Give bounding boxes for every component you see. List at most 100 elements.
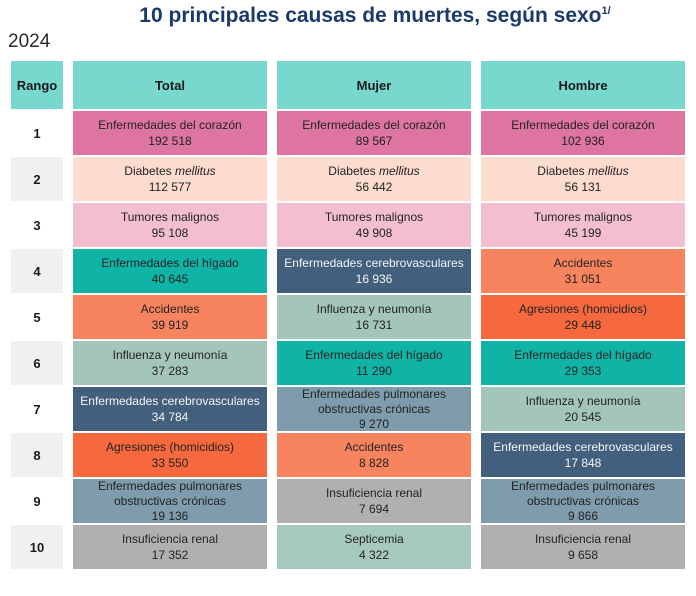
cause-value: 102 936 — [561, 133, 605, 148]
cause-label: Enfermedades del corazón — [98, 118, 242, 133]
cause-label: Agresiones (homicidios) — [518, 302, 648, 317]
cause-value: 89 567 — [355, 133, 393, 148]
cause-value: 7 694 — [358, 501, 390, 516]
rank-cell: 5 — [11, 295, 63, 340]
cause-label: Influenza y neumonía — [525, 394, 641, 409]
cause-value: 192 518 — [148, 133, 192, 148]
cause-label: Enfermedades cerebrovasculares — [80, 394, 260, 409]
cause-label: Influenza y neumonía — [112, 348, 228, 363]
cause-cell-total: Accidentes 39 919 — [73, 295, 267, 340]
col-header-hombre: Hombre — [481, 61, 685, 110]
cause-label: Accidentes — [553, 256, 613, 271]
cause-value: 34 784 — [151, 409, 189, 424]
cause-cell-hombre: Enfermedades pulmonares obstructivas cró… — [481, 479, 685, 524]
cause-cell-hombre: Diabetes mellitus 56 131 — [481, 157, 685, 202]
cause-value: 56 131 — [564, 179, 602, 194]
rank-cell: 10 — [11, 525, 63, 570]
page-title: 10 principales causas de muertes, según … — [64, 4, 686, 28]
rank-cell: 2 — [11, 157, 63, 202]
cause-label: Tumores malignos — [120, 210, 220, 225]
cause-cell-mujer: Enfermedades del hígado 11 290 — [277, 341, 471, 386]
cause-cell-mujer: Influenza y neumonía 16 731 — [277, 295, 471, 340]
cause-label: Enfermedades cerebrovasculares — [493, 440, 673, 455]
cause-label: Tumores malignos — [324, 210, 424, 225]
cause-value: 16 936 — [355, 271, 393, 286]
cause-label: Influenza y neumonía — [316, 302, 432, 317]
rank-cell: 1 — [11, 111, 63, 156]
cause-value: 37 283 — [151, 363, 189, 378]
rank-cell: 3 — [11, 203, 63, 248]
cause-label: Agresiones (homicidios) — [105, 440, 235, 455]
cause-cell-hombre: Enfermedades del corazón 102 936 — [481, 111, 685, 156]
col-header-rango: Rango — [11, 61, 63, 110]
cause-cell-hombre: Accidentes 31 051 — [481, 249, 685, 294]
cause-label: Diabetes mellitus — [124, 164, 216, 179]
cause-cell-mujer: Diabetes mellitus 56 442 — [277, 157, 471, 202]
cause-cell-mujer: Enfermedades cerebrovasculares 16 936 — [277, 249, 471, 294]
cause-cell-mujer: Enfermedades del corazón 89 567 — [277, 111, 471, 156]
cause-cell-mujer: Insuficiencia renal 7 694 — [277, 479, 471, 524]
cause-value: 33 550 — [151, 455, 189, 470]
cause-value: 11 290 — [356, 363, 392, 378]
cause-label: Enfermedades pulmonares obstructivas cró… — [510, 479, 656, 508]
cause-value: 4 322 — [358, 547, 390, 562]
page-title-text: 10 principales causas de muertes, según … — [139, 4, 602, 27]
year-label: 2024 — [8, 31, 51, 53]
rank-cell: 7 — [11, 387, 63, 432]
cause-cell-total: Influenza y neumonía 37 283 — [73, 341, 267, 386]
cause-value: 45 199 — [564, 225, 602, 240]
cause-cell-total: Enfermedades cerebrovasculares 34 784 — [73, 387, 267, 432]
cause-label: Insuficiencia renal — [325, 486, 423, 501]
cause-cell-hombre: Enfermedades del hígado 29 353 — [481, 341, 685, 386]
cause-cell-hombre: Insuficiencia renal 9 658 — [481, 525, 685, 570]
cause-value: 16 731 — [355, 317, 393, 332]
cause-value: 95 108 — [151, 225, 189, 240]
cause-value: 9 658 — [567, 547, 599, 562]
cause-cell-total: Agresiones (homicidios) 33 550 — [73, 433, 267, 478]
cause-label: Enfermedades del hígado — [101, 256, 239, 271]
cause-label: Enfermedades cerebrovasculares — [284, 256, 464, 271]
cause-label: Enfermedades del corazón — [511, 118, 655, 133]
cause-value: 29 448 — [564, 317, 602, 332]
cause-label: Insuficiencia renal — [121, 532, 219, 547]
cause-value: 56 442 — [355, 179, 393, 194]
cause-cell-total: Tumores malignos 95 108 — [73, 203, 267, 248]
cause-cell-hombre: Tumores malignos 45 199 — [481, 203, 685, 248]
cause-value: 112 577 — [148, 179, 192, 194]
col-header-mujer: Mujer — [277, 61, 471, 110]
cause-value: 49 908 — [355, 225, 393, 240]
rank-cell: 9 — [11, 479, 63, 524]
cause-label: Tumores malignos — [533, 210, 633, 225]
cause-value: 29 353 — [564, 363, 602, 378]
cause-label: Accidentes — [344, 440, 404, 455]
rank-cell: 8 — [11, 433, 63, 478]
col-header-total: Total — [73, 61, 267, 110]
rank-cell: 6 — [11, 341, 63, 386]
cause-label: Septicemia — [344, 532, 404, 547]
cause-value: 8 828 — [358, 455, 390, 470]
cause-value: 17 352 — [151, 547, 189, 562]
cause-cell-total: Enfermedades pulmonares obstructivas cró… — [73, 479, 267, 524]
cause-label: Enfermedades pulmonares obstructivas cró… — [301, 387, 447, 416]
cause-cell-hombre: Agresiones (homicidios) 29 448 — [481, 295, 685, 340]
title-footnote-marker: 1/ — [601, 5, 611, 17]
cause-cell-mujer: Accidentes 8 828 — [277, 433, 471, 478]
cause-cell-mujer: Tumores malignos 49 908 — [277, 203, 471, 248]
cause-label: Diabetes mellitus — [328, 164, 420, 179]
cause-value: 20 545 — [564, 409, 602, 424]
cause-cell-mujer: Enfermedades pulmonares obstructivas cró… — [277, 387, 471, 432]
cause-value: 9 866 — [567, 508, 599, 523]
cause-value: 39 919 — [151, 317, 189, 332]
infographic-page: 10 principales causas de muertes, según … — [0, 4, 696, 570]
cause-cell-total: Insuficiencia renal 17 352 — [73, 525, 267, 570]
cause-cell-total: Enfermedades del hígado 40 645 — [73, 249, 267, 294]
cause-cell-total: Diabetes mellitus 112 577 — [73, 157, 267, 202]
cause-label: Enfermedades del corazón — [302, 118, 446, 133]
cause-label: Enfermedades del hígado — [514, 348, 652, 363]
cause-label: Diabetes mellitus — [537, 164, 629, 179]
cause-label: Accidentes — [140, 302, 200, 317]
cause-label: Insuficiencia renal — [534, 532, 632, 547]
cause-cell-hombre: Enfermedades cerebrovasculares 17 848 — [481, 433, 685, 478]
cause-label: Enfermedades del hígado — [305, 348, 443, 363]
cause-cell-total: Enfermedades del corazón 192 518 — [73, 111, 267, 156]
